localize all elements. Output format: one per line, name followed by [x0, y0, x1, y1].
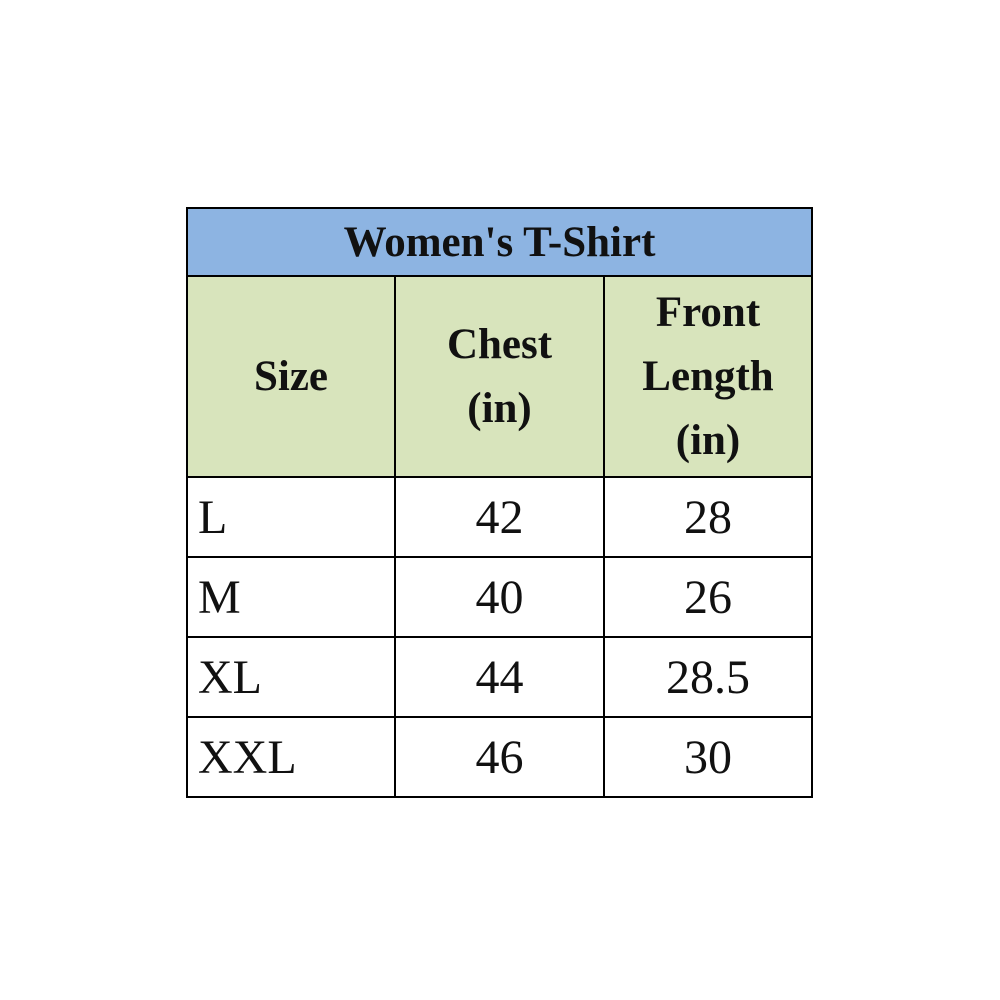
chest-cell: 46	[394, 716, 605, 798]
table-row: XL 44 28.5	[186, 636, 814, 718]
column-header-chest: Chest (in)	[394, 275, 605, 478]
chest-cell: 40	[394, 556, 605, 638]
size-cell: L	[186, 476, 396, 558]
chest-cell: 44	[394, 636, 605, 718]
size-cell: XL	[186, 636, 396, 718]
table-title: Women's T-Shirt	[185, 207, 814, 277]
column-header-size: Size	[186, 275, 396, 478]
chest-cell: 42	[394, 476, 605, 558]
front-length-cell: 28.5	[602, 636, 814, 718]
size-chart-table: Women's T-Shirt Size Chest (in) Front Leng…	[185, 207, 814, 798]
front-length-cell: 28	[602, 476, 814, 558]
table-row: L 42 28	[186, 476, 814, 558]
size-cell: XXL	[186, 716, 396, 798]
front-length-cell: 30	[602, 716, 814, 798]
size-cell: M	[186, 556, 396, 638]
front-length-cell: 26	[602, 556, 814, 638]
column-header-front-length: Front Length (in)	[602, 275, 814, 478]
table-row: XXL 46 30	[186, 716, 814, 798]
header-row: Size Chest (in) Front Length (in)	[186, 275, 814, 478]
table-row: M 40 26	[186, 556, 814, 638]
